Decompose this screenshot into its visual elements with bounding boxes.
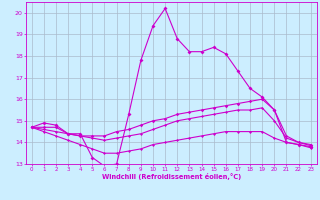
X-axis label: Windchill (Refroidissement éolien,°C): Windchill (Refroidissement éolien,°C) bbox=[101, 173, 241, 180]
